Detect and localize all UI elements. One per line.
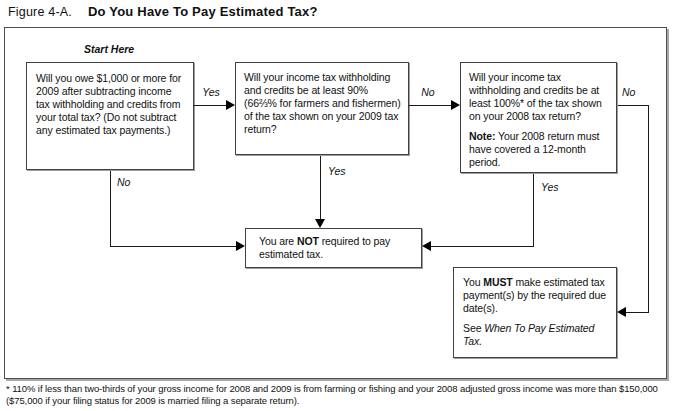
label-q2-yes: Yes (328, 165, 346, 177)
arrowhead-right-icon (451, 100, 460, 110)
connector-q2-yes-vertical (320, 156, 321, 220)
note-label: Note: (469, 130, 495, 142)
figure-title: Do You Have To Pay Estimated Tax? (88, 4, 318, 19)
question-box-90-percent-text: Will your income tax withholding and cre… (244, 71, 401, 135)
result-box-must-pay: You MUST make estimated tax payment(s) b… (453, 267, 617, 358)
question-box-100-percent: Will your income tax withholding and cre… (460, 62, 617, 173)
arrowhead-left-icon (422, 241, 431, 251)
arrowhead-right-icon (236, 241, 245, 251)
connector-q3-yes-horizontal (431, 246, 534, 247)
see-prefix: See (463, 322, 484, 334)
question-box-100-percent-text: Will your income tax withholding and cre… (469, 71, 611, 123)
label-q3-no: No (622, 86, 635, 98)
question-box-owe-1000-text: Will you owe $1,000 or more for 2009 aft… (36, 72, 181, 136)
result-box-not-required-text: You are NOT required to pay estimated ta… (259, 235, 413, 261)
arrowhead-down-icon (315, 219, 325, 228)
result-box-must-pay-see: See When To Pay Estimated Tax. (463, 322, 610, 348)
not-required-bold: NOT (297, 235, 319, 247)
connector-q1-no-horizontal (110, 246, 237, 247)
connector-q3-no-vertical (648, 105, 649, 313)
result-box-must-pay-text: You MUST make estimated tax payment(s) b… (463, 276, 610, 315)
connector-q3-no-bottom (626, 312, 649, 313)
label-q3-yes: Yes (541, 181, 559, 193)
question-box-100-percent-note: Note: Your 2008 return must have covered… (469, 130, 611, 169)
arrowhead-left-icon (617, 307, 626, 317)
must-pay-pre: You (463, 276, 483, 288)
not-required-pre: You are (259, 235, 297, 247)
label-q1-no: No (117, 176, 130, 188)
question-box-owe-1000: Will you owe $1,000 or more for 2009 aft… (26, 62, 194, 170)
connector-q3-yes-vertical (533, 174, 534, 246)
result-box-not-required: You are NOT required to pay estimated ta… (245, 228, 422, 268)
question-box-90-percent: Will your income tax withholding and cre… (235, 62, 409, 155)
label-q1-yes: Yes (194, 86, 228, 98)
start-here-label: Start Here (84, 43, 134, 55)
label-q2-no: No (411, 86, 445, 98)
figure-4a-flowchart: Figure 4-A. Do You Have To Pay Estimated… (0, 0, 675, 411)
connector-q3-no-top (618, 105, 649, 106)
connector-q1-no-vertical (110, 171, 111, 246)
connector-q2-no-line (409, 105, 452, 106)
must-pay-bold: MUST (483, 276, 512, 288)
arrowhead-right-icon (226, 100, 235, 110)
footnote: * 110% if less than two-thirds of your g… (6, 383, 668, 407)
figure-number-label: Figure 4-A. (8, 5, 72, 19)
connector-q1-yes-line (194, 105, 227, 106)
